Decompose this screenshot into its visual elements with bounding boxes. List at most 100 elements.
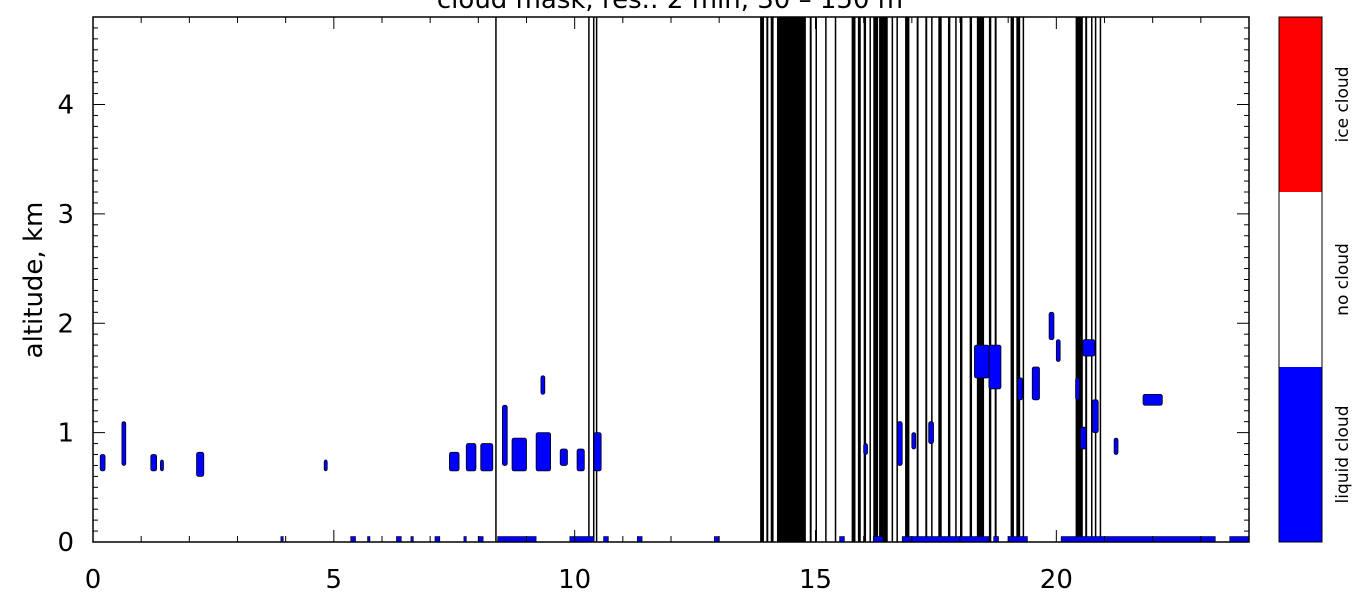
surface-cloud-segment — [603, 536, 609, 543]
missing-data-band — [815, 17, 817, 542]
liquid-cloud-patch — [1075, 377, 1080, 401]
surface-cloud-segment — [839, 536, 845, 543]
missing-data-band — [960, 17, 963, 542]
colorbar: liquid cloud no cloud ice cloud — [1278, 16, 1352, 543]
surface-cloud-segment — [901, 536, 990, 543]
liquid-cloud-patch — [1048, 311, 1055, 341]
surface-cloud-segment — [497, 536, 537, 543]
missing-data-band — [1016, 17, 1021, 542]
liquid-cloud-patch — [559, 448, 568, 466]
missing-data-band — [863, 17, 867, 542]
x-tick-label: 0 — [85, 565, 102, 595]
y-tick-label: 3 — [57, 200, 74, 230]
liquid-cloud-patch — [480, 443, 494, 472]
surface-cloud-segment — [410, 536, 414, 543]
surface-cloud-segment — [714, 536, 720, 543]
y-tick-label: 1 — [57, 419, 74, 449]
liquid-cloud-patch — [511, 437, 527, 472]
x-axis: 0 5 10 15 20 — [85, 17, 1250, 595]
y-axis: 0 1 2 3 4 — [57, 16, 1249, 558]
liquid-cloud-patch — [1017, 377, 1024, 401]
liquid-cloud-patch — [535, 432, 551, 472]
missing-data-band — [592, 17, 595, 542]
liquid-cloud-patch — [1092, 399, 1099, 434]
missing-data-band — [825, 17, 827, 542]
liquid-cloud-patch — [1080, 426, 1087, 450]
missing-data-band — [1094, 17, 1097, 542]
missing-data-band — [770, 17, 774, 542]
liquid-cloud-patch — [502, 404, 508, 466]
colorbar-swatch — [1279, 192, 1322, 367]
missing-data-band — [834, 17, 837, 542]
missing-data-band — [1091, 17, 1093, 542]
missing-data-band — [776, 17, 806, 542]
missing-data-band — [955, 17, 957, 542]
missing-data-band — [851, 17, 856, 542]
liquid-cloud-patch — [150, 454, 157, 472]
y-tick-label: 4 — [57, 91, 74, 121]
liquid-cloud-patch — [1031, 366, 1040, 401]
surface-cloud-segment — [396, 536, 402, 543]
liquid-cloud-patch — [540, 375, 546, 395]
liquid-cloud-patch — [449, 451, 460, 472]
missing-data-bands — [495, 17, 1102, 542]
y-tick-label: 0 — [57, 528, 74, 558]
liquid-cloud-patch — [99, 454, 106, 472]
missing-data-band — [905, 17, 910, 542]
missing-data-band — [938, 17, 942, 542]
missing-data-band — [809, 17, 812, 542]
y-axis-title: altitude, km — [19, 202, 49, 359]
x-tick-label: 20 — [1040, 565, 1073, 595]
surface-cloud-segment — [478, 536, 484, 543]
liquid-cloud-patch — [1055, 339, 1061, 362]
liquid-cloud-patch — [121, 421, 127, 466]
missing-data-band — [891, 17, 894, 542]
missing-data-band — [1022, 17, 1025, 542]
missing-data-band — [976, 17, 985, 542]
liquid-cloud-patch — [1142, 393, 1163, 406]
liquid-cloud-patch — [863, 443, 868, 455]
liquid-cloud-patch — [1082, 339, 1096, 357]
liquid-cloud-patches — [99, 311, 1163, 477]
missing-data-band — [766, 17, 769, 542]
surface-cloud-segments — [280, 536, 1250, 543]
missing-data-band — [988, 17, 992, 542]
missing-data-band — [916, 17, 919, 542]
surface-cloud-segment — [1060, 536, 1216, 543]
surface-cloud-segment — [350, 536, 356, 543]
missing-data-band — [495, 17, 497, 542]
liquid-cloud-patch — [576, 448, 585, 472]
missing-data-band — [595, 17, 598, 542]
missing-data-band — [879, 17, 888, 542]
liquid-cloud-patch — [928, 421, 934, 444]
surface-cloud-segment — [872, 536, 884, 543]
surface-cloud-segment — [434, 536, 441, 543]
colorbar-frame — [1278, 16, 1323, 543]
liquid-cloud-patch — [1113, 437, 1119, 455]
liquid-cloud-patch — [911, 432, 917, 450]
surface-cloud-segment — [993, 536, 999, 543]
y-tick-label: 2 — [57, 309, 74, 339]
liquid-cloud-patch — [593, 432, 602, 472]
x-tick-label: 15 — [799, 565, 832, 595]
surface-cloud-segment — [636, 536, 643, 543]
surface-cloud-segment — [569, 536, 595, 543]
missing-data-band — [857, 17, 861, 542]
colorbar-label: liquid cloud — [1333, 406, 1352, 504]
chart-title: cloud mask, res.: 2 min, 30 – 150 m — [437, 0, 903, 15]
liquid-cloud-patch — [896, 421, 903, 466]
missing-data-band — [1099, 17, 1102, 542]
surface-cloud-segment — [463, 536, 467, 543]
surface-cloud-segment — [367, 536, 371, 543]
surface-cloud-segment — [1007, 536, 1028, 543]
surface-cloud-segment — [1229, 536, 1250, 543]
missing-data-band — [760, 17, 764, 542]
missing-data-band — [925, 17, 928, 542]
surface-cloud-segment — [280, 536, 284, 543]
missing-data-band — [947, 17, 951, 542]
colorbar-label: no cloud — [1333, 243, 1352, 316]
x-tick-label: 10 — [558, 565, 591, 595]
x-tick-label: 5 — [326, 565, 343, 595]
liquid-cloud-patch — [974, 344, 990, 379]
